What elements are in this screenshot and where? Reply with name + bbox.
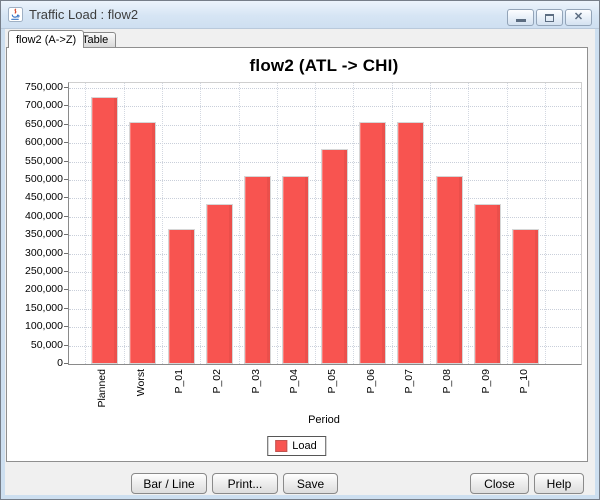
close-window-button[interactable]: ✕ xyxy=(565,9,592,26)
x-tick-label: P_05 xyxy=(326,369,339,394)
bar-planned xyxy=(90,97,118,364)
y-tick-label: 350,000 xyxy=(25,228,63,240)
maximize-button[interactable] xyxy=(536,9,563,26)
gridline xyxy=(69,125,581,126)
bar-p_03 xyxy=(244,176,272,364)
y-tick-mark xyxy=(64,234,68,235)
gridline xyxy=(69,143,581,144)
y-tick-label: 0 xyxy=(57,357,63,369)
y-tick-label: 600,000 xyxy=(25,136,63,148)
x-tick-label: P_08 xyxy=(441,369,454,394)
bar-worst xyxy=(129,122,157,364)
y-tick-mark xyxy=(64,142,68,143)
gridline xyxy=(69,88,581,89)
legend: Load xyxy=(267,436,327,456)
y-tick-mark xyxy=(64,271,68,272)
y-tick-mark xyxy=(64,326,68,327)
close-button[interactable]: Close xyxy=(470,473,529,494)
y-tick-mark xyxy=(64,289,68,290)
gridline xyxy=(391,83,393,364)
bar-p_01 xyxy=(167,229,195,364)
y-tick-mark xyxy=(64,161,68,162)
tab-label: Table xyxy=(82,34,109,46)
chart-panel: flow2 (ATL -> CHI) Period Load 0 50,000 10… xyxy=(6,47,588,462)
y-tick-label: 650,000 xyxy=(25,118,63,130)
gridline xyxy=(276,83,278,364)
tab-label: flow2 (A->Z) xyxy=(16,33,77,46)
x-tick-label: Planned xyxy=(96,369,109,408)
y-tick-label: 500,000 xyxy=(25,173,63,185)
y-tick-mark xyxy=(64,179,68,180)
gridline xyxy=(69,106,581,107)
y-tick-mark xyxy=(64,216,68,217)
bar-p_08 xyxy=(435,176,463,364)
bar-p_09 xyxy=(474,204,502,364)
y-tick-mark xyxy=(64,345,68,346)
legend-swatch xyxy=(275,440,288,452)
x-tick-label: P_01 xyxy=(173,369,185,394)
bar-line-button[interactable]: Bar / Line xyxy=(131,473,207,494)
y-tick-label: 550,000 xyxy=(25,155,63,167)
minimize-icon xyxy=(515,19,526,22)
minimize-button[interactable] xyxy=(507,9,534,26)
x-axis-title: Period xyxy=(308,414,340,426)
bar-p_02 xyxy=(205,204,233,364)
x-tick-label: P_09 xyxy=(479,369,492,394)
gridline xyxy=(200,83,202,364)
legend-label: Load xyxy=(292,440,317,452)
chart-title: flow2 (ATL -> CHI) xyxy=(249,56,399,75)
gridline xyxy=(430,83,432,364)
maximize-icon xyxy=(545,13,554,22)
bar-p_04 xyxy=(282,176,310,364)
x-tick-label: Worst xyxy=(134,369,147,397)
y-tick-mark xyxy=(64,87,68,88)
y-tick-label: 300,000 xyxy=(25,247,63,259)
gridline xyxy=(545,83,547,364)
y-tick-mark xyxy=(64,308,68,309)
window-title: Traffic Load : flow2 xyxy=(29,7,139,22)
tab-flow2-a-z[interactable]: flow2 (A->Z) xyxy=(8,30,85,48)
x-tick-label: P_03 xyxy=(249,369,262,394)
y-tick-label: 750,000 xyxy=(25,81,63,93)
print-button[interactable]: Print... xyxy=(212,473,278,494)
y-tick-label: 150,000 xyxy=(25,302,63,314)
y-tick-mark xyxy=(64,124,68,125)
java-coffee-cup-icon xyxy=(8,7,23,22)
x-tick-label: P_10 xyxy=(517,369,530,394)
bar-p_06 xyxy=(359,122,387,364)
x-tick-label: P_04 xyxy=(287,369,300,394)
save-button[interactable]: Save xyxy=(283,473,338,494)
gridline xyxy=(123,83,125,364)
gridline xyxy=(315,83,317,364)
y-tick-label: 250,000 xyxy=(25,265,63,277)
y-tick-label: 200,000 xyxy=(25,283,63,295)
x-tick-label: P_02 xyxy=(211,369,224,394)
bar-p_10 xyxy=(512,229,540,364)
bar-p_07 xyxy=(397,122,425,364)
gridline xyxy=(85,83,87,364)
x-tick-label: P_07 xyxy=(402,369,415,394)
y-tick-mark xyxy=(64,363,68,364)
gridline xyxy=(161,83,163,364)
bar-p_05 xyxy=(320,149,348,364)
y-tick-label: 50,000 xyxy=(30,339,63,351)
gridline xyxy=(353,83,355,364)
y-tick-label: 400,000 xyxy=(25,210,63,222)
y-tick-mark xyxy=(64,253,68,254)
help-button[interactable]: Help xyxy=(534,473,584,494)
plot-area[interactable] xyxy=(68,82,582,365)
y-tick-label: 450,000 xyxy=(25,191,63,203)
close-icon: ✕ xyxy=(573,11,584,23)
tab-table[interactable]: Table xyxy=(74,32,117,48)
x-tick-label: P_06 xyxy=(364,369,377,394)
y-tick-mark xyxy=(64,105,68,106)
gridline xyxy=(506,83,508,364)
gridline xyxy=(468,83,470,364)
y-tick-label: 700,000 xyxy=(25,99,63,111)
gridline xyxy=(238,83,240,364)
y-tick-label: 100,000 xyxy=(25,320,63,332)
title-bar[interactable]: Traffic Load : flow2 xyxy=(1,1,599,29)
y-tick-mark xyxy=(64,197,68,198)
